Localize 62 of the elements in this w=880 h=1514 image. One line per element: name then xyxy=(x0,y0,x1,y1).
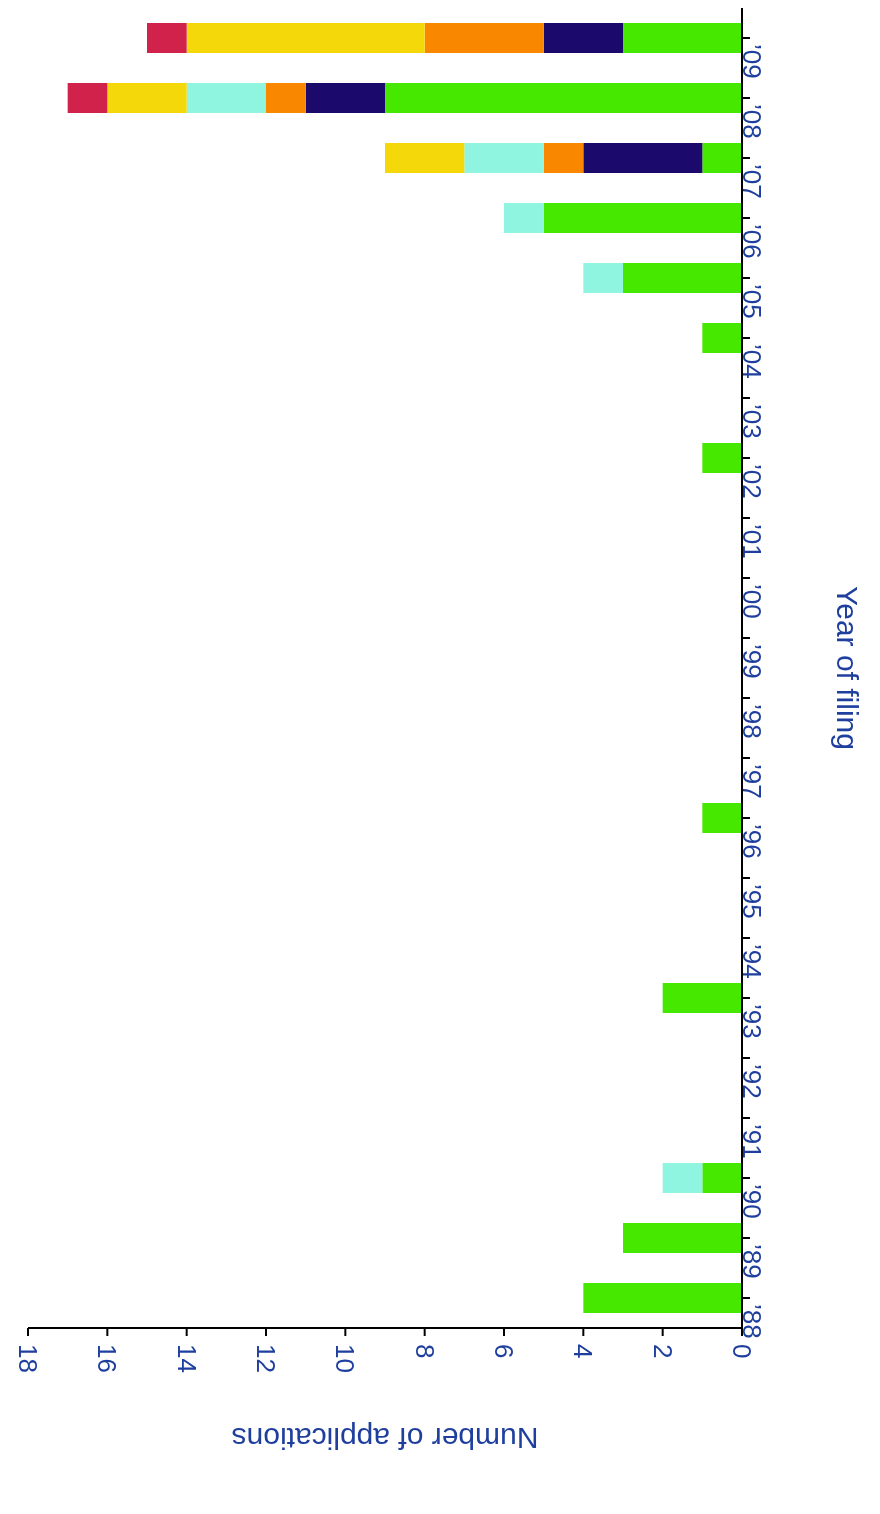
x-tick-label: 14 xyxy=(171,1344,202,1373)
y-tick-label: ’02 xyxy=(737,464,767,499)
bar xyxy=(67,83,108,113)
y-tick-label: ’96 xyxy=(737,824,767,859)
bar xyxy=(424,23,544,53)
bar xyxy=(662,983,742,1013)
y-tick-label: ’08 xyxy=(737,104,767,139)
x-tick-label: 4 xyxy=(568,1344,599,1359)
x-tick-label: 0 xyxy=(727,1344,757,1359)
bar xyxy=(186,83,266,113)
bar xyxy=(543,203,742,233)
bar xyxy=(147,23,187,53)
y-axis-title: Year of filing xyxy=(830,585,864,751)
y-tick-label: ’04 xyxy=(737,344,767,379)
y-tick-label: ’90 xyxy=(737,1184,767,1219)
y-tick-label: ’03 xyxy=(737,404,767,439)
bar xyxy=(385,83,742,113)
bar xyxy=(702,1163,742,1193)
bar xyxy=(702,143,742,173)
bar xyxy=(702,323,742,353)
y-tick-label: ’98 xyxy=(737,704,767,739)
y-tick-label: ’95 xyxy=(737,884,767,919)
y-tick-label: ’09 xyxy=(737,44,767,79)
x-tick-label: 6 xyxy=(489,1344,519,1359)
y-tick-label: ’00 xyxy=(737,584,767,619)
y-tick-label: ’01 xyxy=(737,524,767,559)
bar xyxy=(464,143,544,173)
y-tick-label: ’05 xyxy=(737,284,767,319)
bar xyxy=(623,1223,742,1253)
bar xyxy=(662,1163,703,1193)
y-tick-label: ’97 xyxy=(737,764,767,799)
bar xyxy=(583,263,623,293)
bar xyxy=(623,263,742,293)
y-tick-label: ’06 xyxy=(737,224,767,259)
bar xyxy=(107,83,187,113)
bar xyxy=(543,23,623,53)
x-tick-label: 8 xyxy=(409,1344,440,1359)
y-tick-label: ’88 xyxy=(737,1304,767,1339)
y-tick-label: ’89 xyxy=(737,1244,767,1279)
bar xyxy=(702,803,742,833)
bar xyxy=(623,23,742,53)
bar xyxy=(543,143,584,173)
y-tick-label: ’07 xyxy=(737,164,767,199)
x-tick-label: 12 xyxy=(251,1344,281,1373)
x-tick-label: 16 xyxy=(92,1344,123,1373)
bar xyxy=(385,143,465,173)
y-tick-label: ’94 xyxy=(737,944,767,979)
y-tick-label: ’93 xyxy=(737,1004,767,1039)
x-tick-label: 2 xyxy=(647,1344,678,1359)
bar xyxy=(583,1283,742,1313)
x-axis-title: Number of applications xyxy=(231,1421,539,1455)
x-tick-label: 10 xyxy=(330,1344,361,1373)
bar xyxy=(504,203,544,233)
bar xyxy=(266,83,306,113)
bar xyxy=(186,23,425,53)
y-tick-label: ’91 xyxy=(737,1124,767,1159)
bar xyxy=(305,83,385,113)
bar xyxy=(702,443,742,473)
bar xyxy=(583,143,703,173)
x-tick-label: 18 xyxy=(13,1344,43,1373)
y-tick-label: ’99 xyxy=(737,644,767,679)
y-tick-label: ’92 xyxy=(737,1064,767,1099)
